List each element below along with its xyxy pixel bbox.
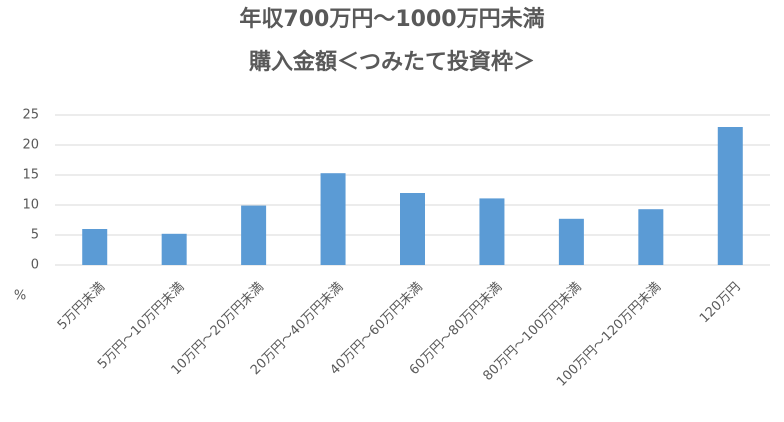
y-axis-label: % [14,289,26,304]
y-tick-label: 25 [22,108,39,123]
bar [320,173,346,265]
bar [717,127,743,265]
bar [241,205,267,265]
y-tick-label: 10 [22,198,39,213]
y-tick-label: 15 [22,168,39,183]
x-tick-label: 120万円 [697,280,744,327]
bar [638,209,664,265]
y-tick-label: 0 [31,258,39,273]
chart-title: 年収700万円～1000万円未満 [239,6,544,32]
bar [161,233,187,265]
y-tick-label: 5 [31,228,39,243]
x-tick-label: 5万円～10万円未満 [95,280,188,373]
bar [558,218,584,265]
bar [479,198,505,265]
y-tick-label: 20 [22,138,39,153]
x-tick-label: 5万円未満 [55,280,108,333]
bar [400,193,425,265]
bar [82,229,108,265]
chart-subtitle: 購入金額＜つみたて投資枠＞ [249,49,535,75]
